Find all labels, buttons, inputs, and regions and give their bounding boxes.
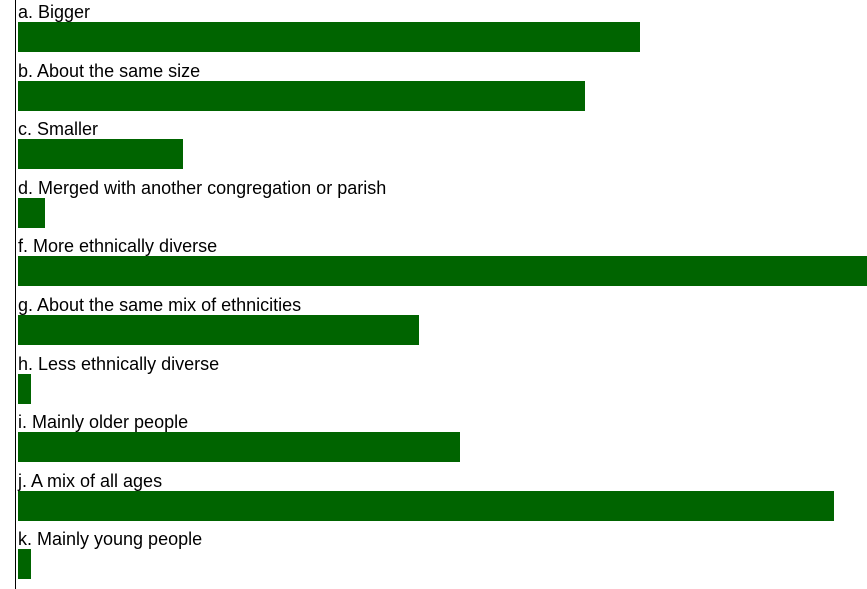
category-label: b. About the same size — [18, 61, 201, 81]
bar — [18, 549, 31, 579]
category-label: j. A mix of all ages — [18, 471, 163, 491]
category-label: h. Less ethnically diverse — [18, 354, 220, 374]
category-label: c. Smaller — [18, 119, 99, 139]
bar — [18, 198, 45, 228]
bar — [18, 491, 834, 521]
category-label: k. Mainly young people — [18, 529, 203, 549]
category-label: a. Bigger — [18, 2, 91, 22]
category-label: f. More ethnically diverse — [18, 236, 218, 256]
bar — [18, 374, 31, 404]
category-label: g. About the same mix of ethnicities — [18, 295, 302, 315]
bar — [18, 139, 183, 169]
bar — [18, 22, 640, 52]
category-label: d. Merged with another congregation or p… — [18, 178, 387, 198]
bar — [18, 432, 460, 462]
bar — [18, 256, 867, 286]
y-axis-line — [15, 0, 16, 589]
bar — [18, 315, 419, 345]
bar — [18, 81, 585, 111]
category-label: i. Mainly older people — [18, 412, 189, 432]
